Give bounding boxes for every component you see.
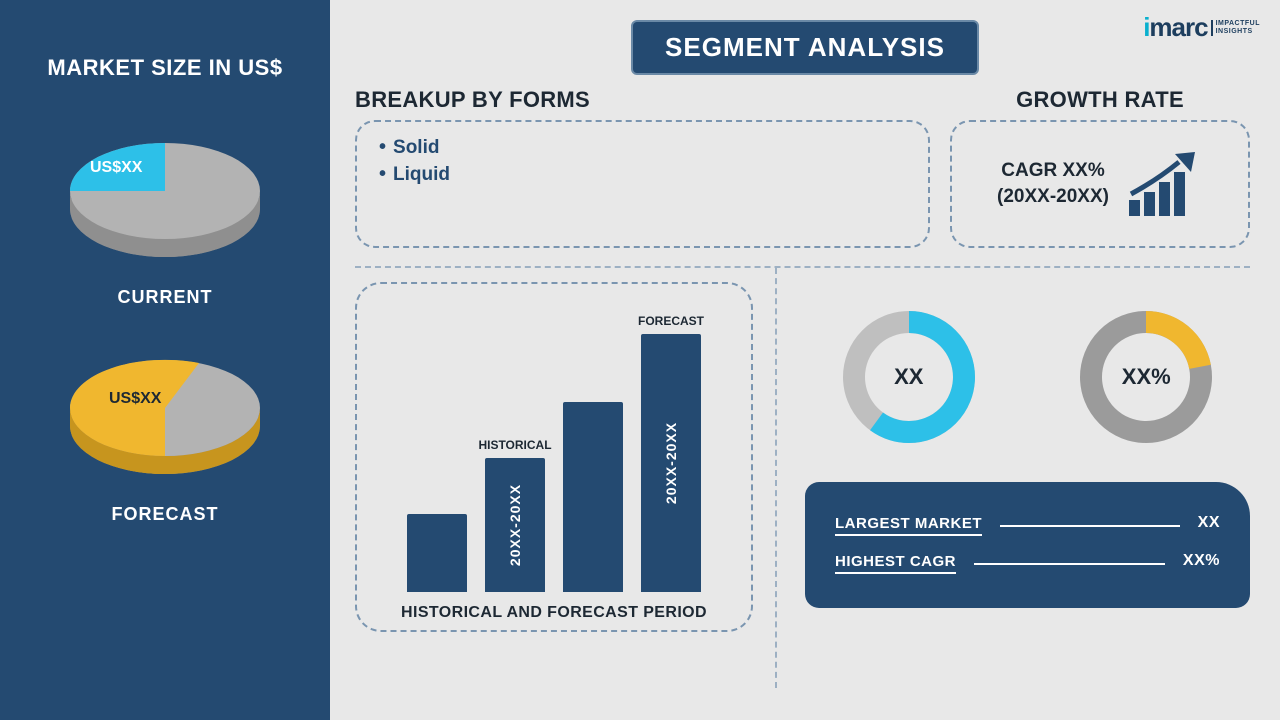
- pie-forecast-value: US$XX: [109, 390, 161, 408]
- segment-analysis-title: SEGMENT ANALYSIS: [631, 20, 979, 75]
- info-row-label: HIGHEST CAGR: [835, 553, 956, 570]
- pie-forecast: US$XX FORECAST: [55, 328, 275, 525]
- growth-arrow-icon: [1125, 150, 1203, 218]
- bar-label-above: HISTORICAL: [478, 438, 551, 452]
- info-row-value: XX%: [1183, 552, 1220, 570]
- growth-rate-title: GROWTH RATE: [950, 87, 1250, 113]
- bar-label-inside: 20XX-20XX: [663, 422, 679, 504]
- info-card: LARGEST MARKET XX HIGHEST CAGR XX%: [805, 482, 1250, 608]
- bar: FORECAST20XX-20XX: [641, 334, 701, 592]
- info-row: LARGEST MARKET XX: [835, 504, 1220, 542]
- forms-list-item: Liquid: [379, 161, 906, 188]
- info-row-label: LARGEST MARKET: [835, 515, 982, 532]
- hist-caption: HISTORICAL AND FORECAST PERIOD: [379, 598, 729, 622]
- growth-rate-text: CAGR XX% (20XX-20XX): [997, 158, 1109, 209]
- breakup-forms-title: BREAKUP BY FORMS: [355, 87, 930, 113]
- market-size-title: MARKET SIZE IN US$: [47, 55, 282, 81]
- metrics-panel: XX XX% LARGEST MARKET XX HIGHEST CAGR XX…: [777, 282, 1250, 668]
- forms-list: SolidLiquid: [379, 134, 906, 188]
- bar: [563, 402, 623, 592]
- info-row-line: [1000, 525, 1180, 527]
- bar: HISTORICAL20XX-20XX: [485, 458, 545, 592]
- bar-label-inside: 20XX-20XX: [507, 484, 523, 566]
- pie-current-value: US$XX: [90, 159, 142, 177]
- breakup-forms-box: BREAKUP BY FORMS SolidLiquid: [355, 87, 930, 248]
- bar-chart: HISTORICAL20XX-20XXFORECAST20XX-20XX: [379, 304, 729, 598]
- bar: [407, 514, 467, 592]
- pie-forecast-caption: FORECAST: [55, 504, 275, 525]
- donut-chart: XX: [834, 302, 984, 452]
- brand-logo: imarc IMPACTFULINSIGHTS: [1143, 12, 1260, 43]
- donut-value: XX: [834, 302, 984, 452]
- bar-label-above: FORECAST: [638, 314, 704, 328]
- growth-rate-box: GROWTH RATE CAGR XX% (20XX-20XX): [950, 87, 1250, 248]
- logo-rest: marc: [1149, 12, 1207, 42]
- pie-current-caption: CURRENT: [55, 287, 275, 308]
- forms-list-item: Solid: [379, 134, 906, 161]
- donut-value: XX%: [1071, 302, 1221, 452]
- pie-current-svg: [55, 111, 275, 281]
- left-panel: MARKET SIZE IN US$ US$XX CURRENT: [0, 0, 330, 720]
- right-panel: imarc IMPACTFULINSIGHTS SEGMENT ANALYSIS…: [330, 0, 1280, 720]
- pie-current: US$XX CURRENT: [55, 111, 275, 308]
- logo-tagline: IMPACTFULINSIGHTS: [1211, 20, 1260, 36]
- info-row: HIGHEST CAGR XX%: [835, 542, 1220, 580]
- pie-forecast-svg: [55, 328, 275, 498]
- info-row-value: XX: [1198, 514, 1220, 532]
- info-row-line: [974, 563, 1165, 565]
- donut-chart: XX%: [1071, 302, 1221, 452]
- historical-forecast-box: HISTORICAL20XX-20XXFORECAST20XX-20XX HIS…: [355, 282, 775, 668]
